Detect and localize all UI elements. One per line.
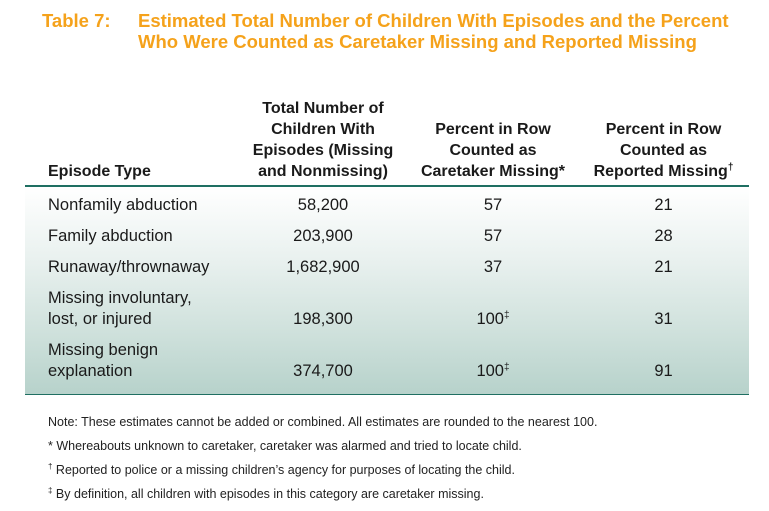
cell-total: 1,682,900 [286,258,360,276]
note-line: Note: These estimates cannot be added or… [48,410,748,434]
header-line: Reported Missing† [578,161,749,182]
header-total-number: Total Number of Children With Episodes (… [238,98,408,182]
cell-caretaker-value: 57 [483,196,503,214]
cell-caretaker: 57 [408,195,578,216]
cell-caretaker-value: 37 [483,258,503,276]
table-notes: Note: These estimates cannot be added or… [48,410,748,506]
header-rule [25,185,749,187]
double-dagger-mark: ‡ [503,362,510,373]
cell-reported: 21 [654,196,673,214]
row-label-line: Family abduction [48,227,173,245]
double-dagger-mark: ‡ [503,310,510,321]
note-mark: * [48,439,53,453]
cell-caretaker-value: 100 [476,362,504,380]
row-label-line: lost, or injured [48,310,152,328]
cell-reported: 31 [654,310,673,328]
row-label-line: Runaway/thrownaway [48,258,210,276]
table-row: Runaway/thrownaway 1,682,900 37 21 [25,255,749,286]
row-label: Missing benign explanation [48,340,278,382]
row-label: Family abduction [48,226,278,247]
note-text: Note: These estimates cannot be added or… [48,415,598,429]
cell-reported: 91 [654,362,673,380]
row-label-line: Missing involuntary, [48,289,192,307]
header-line: Caretaker Missing* [420,163,566,180]
note-text: By definition, all children with episode… [52,487,484,501]
cell-caretaker: 37 [408,257,578,278]
data-table: Episode Type Total Number of Children Wi… [25,95,749,395]
table-row: Nonfamily abduction 58,200 57 21 [25,193,749,224]
header-line-text: Reported Missing [593,163,728,180]
note-line: † Reported to police or a missing childr… [48,458,748,482]
cell-caretaker: 100‡ [408,361,578,382]
cell-caretaker-value: 57 [483,227,503,245]
table-title-text: Estimated Total Number of Children With … [138,10,729,52]
cell-total: 203,900 [293,227,353,245]
row-label: Nonfamily abduction [48,195,278,216]
header-line: Total Number of [262,100,384,117]
header-line: Children With [271,121,375,138]
note-text: Whereabouts unknown to caretaker, careta… [52,439,522,453]
header-line: Percent in Row [435,121,551,138]
table-header: Episode Type Total Number of Children Wi… [25,95,749,185]
note-mark: ‡ [48,486,53,495]
header-line: Counted as [619,142,708,159]
table-number: Table 7: [42,10,111,31]
table-row: Missing involuntary, lost, or injured 19… [25,286,749,338]
header-line: Percent in Row [605,121,722,138]
note-line: * Whereabouts unknown to caretaker, care… [48,434,748,458]
cell-total: 58,200 [297,196,349,214]
row-label: Missing involuntary, lost, or injured [48,288,278,330]
table-row: Missing benign explanation 374,700 100‡ … [25,338,749,390]
dagger-mark: † [727,162,734,173]
cell-total: 198,300 [293,310,353,328]
note-mark: † [48,462,53,471]
header-line: Episodes (Missing [252,142,394,159]
cell-caretaker: 57 [408,226,578,247]
cell-reported: 28 [654,227,673,245]
row-label-line: Missing benign [48,341,159,359]
bottom-rule [25,394,749,395]
row-label-line: Nonfamily abduction [48,196,198,214]
cell-reported: 21 [654,258,673,276]
note-text: Reported to police or a missing children… [52,463,515,477]
row-label: Runaway/thrownaway [48,257,278,278]
header-line: and Nonmissing) [258,163,388,180]
header-caretaker-missing: Percent in Row Counted as Caretaker Miss… [408,119,578,182]
note-line: ‡ By definition, all children with episo… [48,482,748,506]
table-row: Family abduction 203,900 57 28 [25,224,749,255]
row-label-line: explanation [48,362,133,380]
header-episode-type: Episode Type [48,163,151,180]
cell-caretaker-value: 100 [476,310,504,328]
table-title: Table 7: Estimated Total Number of Child… [42,10,742,52]
header-reported-missing: Percent in Row Counted as Reported Missi… [578,119,749,182]
cell-caretaker: 100‡ [408,309,578,330]
header-line: Counted as [449,142,537,159]
table-body: Nonfamily abduction 58,200 57 21 Family … [25,187,749,394]
cell-total: 374,700 [293,362,353,380]
